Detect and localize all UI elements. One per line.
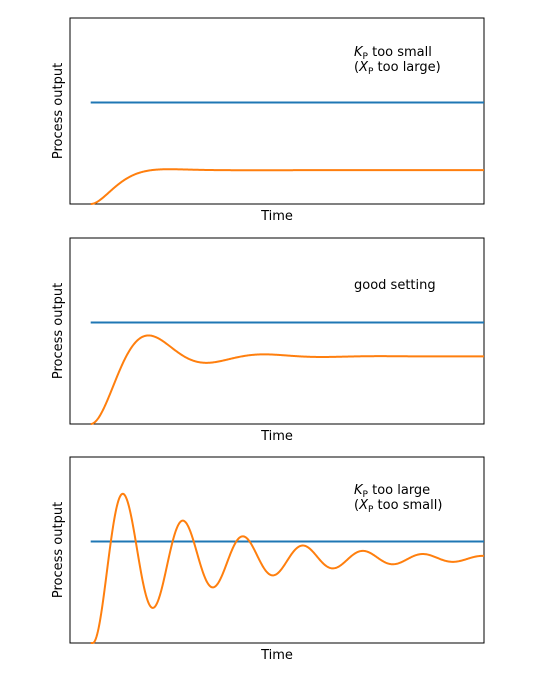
annotation: good setting [354, 278, 436, 293]
y-axis-label: Process output [51, 502, 66, 598]
annotation: KP too large (XP too small) [354, 483, 442, 515]
response-curve [90, 168, 484, 205]
panel-1: KP too small (XP too large) Time Process… [51, 17, 485, 224]
x-axis-label: Time [260, 648, 293, 663]
axes-frame [69, 456, 485, 644]
axes-frame [69, 237, 485, 425]
x-axis-label: Time [260, 429, 293, 444]
response-curve [90, 334, 484, 425]
panel-3: KP too large (XP too small) Time Process… [51, 456, 485, 663]
panel-2: good setting Time Process output [51, 237, 485, 444]
x-axis-label: Time [260, 209, 293, 224]
y-axis-label: Process output [51, 63, 66, 159]
y-axis-label: Process output [51, 283, 66, 379]
response-curve [90, 492, 485, 644]
annotation: KP too small (XP too large) [354, 45, 441, 77]
axes-frame [69, 17, 485, 205]
